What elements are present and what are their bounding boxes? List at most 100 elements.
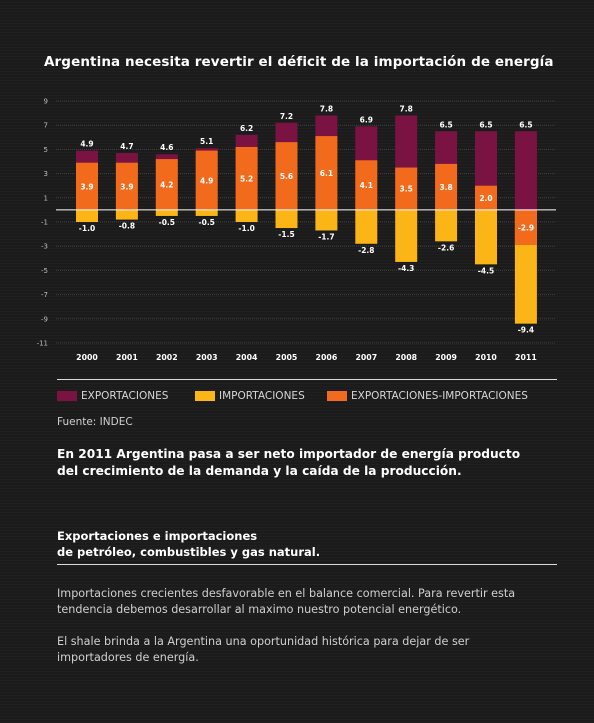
data-label-balance: 4.9 bbox=[200, 176, 213, 185]
data-label-importaciones: -1.5 bbox=[278, 230, 294, 239]
x-tick-label: 2007 bbox=[355, 353, 377, 362]
bar-importaciones bbox=[115, 209, 138, 220]
data-label-importaciones: -0.5 bbox=[159, 218, 175, 227]
y-tick-label: 7 bbox=[44, 122, 48, 130]
body-text: Importaciones crecientes desfavorable en… bbox=[57, 586, 527, 682]
data-label-exportaciones: 6.9 bbox=[360, 115, 373, 124]
paragraph-2: El shale brinda a la Argentina una oport… bbox=[57, 635, 470, 664]
bar-balance bbox=[115, 162, 138, 210]
bar-balance bbox=[475, 185, 497, 210]
data-label-exportaciones: 7.8 bbox=[320, 105, 333, 114]
x-tick-label: 2006 bbox=[316, 353, 338, 362]
bar-balance bbox=[355, 160, 378, 210]
y-tick-label: -11 bbox=[37, 340, 48, 348]
bar-balance bbox=[235, 146, 258, 210]
y-tick-label: -5 bbox=[41, 267, 48, 275]
legend-label-balance: EXPORTACIONES-IMPORTACIONES bbox=[351, 390, 528, 402]
data-label-balance: 4.1 bbox=[360, 181, 373, 190]
data-label-exportaciones: 7.2 bbox=[280, 112, 293, 121]
x-tick-label: 2002 bbox=[156, 353, 178, 362]
data-label-balance: -2.9 bbox=[518, 223, 534, 232]
data-label-importaciones: -1.0 bbox=[79, 224, 95, 233]
data-label-exportaciones: 5.1 bbox=[200, 137, 213, 146]
chart-title: Argentina necesita revertir el déficit d… bbox=[44, 54, 554, 70]
legend-swatch-balance bbox=[327, 391, 347, 401]
bar-importaciones bbox=[475, 209, 497, 265]
data-label-exportaciones: 6.5 bbox=[519, 120, 532, 129]
data-label-exportaciones: 4.9 bbox=[80, 140, 93, 149]
bar-importaciones bbox=[355, 209, 378, 244]
x-tick-label: 2004 bbox=[236, 353, 258, 362]
data-label-exportaciones: 6.2 bbox=[240, 124, 253, 133]
bar-balance bbox=[395, 167, 418, 210]
data-label-importaciones: -2.8 bbox=[358, 246, 374, 255]
bar-importaciones bbox=[195, 209, 218, 216]
bar-balance bbox=[195, 150, 218, 210]
paragraph-1: Importaciones crecientes desfavorable en… bbox=[57, 587, 516, 616]
bar-importaciones bbox=[395, 209, 418, 262]
x-tick-label: 2005 bbox=[276, 353, 298, 362]
bar-balance bbox=[155, 159, 178, 210]
section-heading-line2: de petróleo, combustibles y gas natural. bbox=[57, 545, 321, 559]
bar-importaciones bbox=[435, 209, 458, 242]
y-tick-label: 5 bbox=[44, 146, 48, 154]
data-label-importaciones: -0.5 bbox=[198, 218, 214, 227]
legend-item-balance: EXPORTACIONES-IMPORTACIONES bbox=[327, 389, 528, 403]
source-note: Fuente: INDEC bbox=[57, 416, 133, 428]
data-label-importaciones: -0.8 bbox=[119, 222, 135, 231]
bar-balance bbox=[76, 162, 98, 210]
data-label-balance: 3.9 bbox=[120, 182, 133, 191]
y-tick-label: -1 bbox=[41, 219, 48, 227]
x-tick-label: 2010 bbox=[475, 353, 497, 362]
data-label-balance: 3.5 bbox=[400, 185, 413, 194]
y-tick-label: -7 bbox=[41, 291, 48, 299]
bar-importaciones bbox=[155, 209, 178, 216]
bar-importaciones bbox=[235, 209, 258, 222]
legend-item-exportaciones: EXPORTACIONES bbox=[57, 389, 168, 403]
x-tick-label: 2000 bbox=[76, 353, 98, 362]
data-label-balance: 3.9 bbox=[80, 182, 93, 191]
data-label-importaciones: -1.0 bbox=[238, 224, 254, 233]
data-label-balance: 6.1 bbox=[320, 169, 333, 178]
y-tick-label: -3 bbox=[41, 243, 48, 251]
data-label-importaciones: -2.6 bbox=[438, 243, 454, 252]
data-label-exportaciones: 6.5 bbox=[439, 120, 452, 129]
bar-balance bbox=[435, 163, 458, 210]
bar-balance bbox=[514, 209, 537, 245]
bar-importaciones bbox=[76, 209, 98, 222]
legend-label-exportaciones: EXPORTACIONES bbox=[81, 390, 169, 402]
x-tick-label: 2003 bbox=[196, 353, 218, 362]
legend-swatch-importaciones bbox=[195, 391, 215, 401]
y-tick-label: 3 bbox=[44, 170, 48, 178]
y-tick-label: 9 bbox=[44, 98, 48, 106]
x-tick-label: 2001 bbox=[116, 353, 138, 362]
x-tick-label: 2011 bbox=[515, 353, 537, 362]
data-label-exportaciones: 6.5 bbox=[479, 120, 492, 129]
headline: En 2011 Argentina pasa a ser neto import… bbox=[57, 447, 521, 478]
section-heading-line1: Exportaciones e importaciones bbox=[57, 529, 258, 543]
data-label-exportaciones: 7.8 bbox=[400, 105, 413, 114]
data-label-balance: 3.8 bbox=[439, 183, 452, 192]
data-label-exportaciones: 4.7 bbox=[120, 142, 133, 151]
data-label-balance: 2.0 bbox=[479, 194, 492, 203]
bar-chart: 9 7 5 3 1 -1 -3 -5 -7 -9 -11 4.9 -1.0 3.9 2000 4.7 -0.8 3… bbox=[37, 98, 556, 362]
legend-label-importaciones: IMPORTACIONES bbox=[219, 390, 305, 402]
section-heading: Exportaciones e importaciones de petróle… bbox=[57, 528, 557, 565]
data-label-balance: 5.6 bbox=[280, 172, 293, 181]
data-label-exportaciones: 4.6 bbox=[160, 143, 173, 152]
legend-swatch-exportaciones bbox=[57, 391, 77, 401]
y-tick-label: -9 bbox=[41, 315, 48, 323]
data-label-balance: 5.2 bbox=[240, 174, 253, 183]
bar-importaciones bbox=[275, 209, 298, 229]
x-tick-label: 2009 bbox=[435, 353, 457, 362]
bar-importaciones bbox=[315, 209, 338, 231]
data-label-importaciones: -4.5 bbox=[478, 266, 494, 275]
data-label-importaciones: -1.7 bbox=[318, 232, 334, 241]
legend: EXPORTACIONES IMPORTACIONES EXPORTACIONE… bbox=[57, 379, 557, 406]
bar-balance bbox=[275, 142, 298, 210]
legend-item-importaciones: IMPORTACIONES bbox=[195, 389, 305, 403]
data-label-balance: 4.2 bbox=[160, 180, 173, 189]
bar-balance bbox=[315, 136, 338, 210]
data-label-importaciones: -9.4 bbox=[518, 326, 534, 335]
y-tick-label: 1 bbox=[44, 194, 48, 202]
